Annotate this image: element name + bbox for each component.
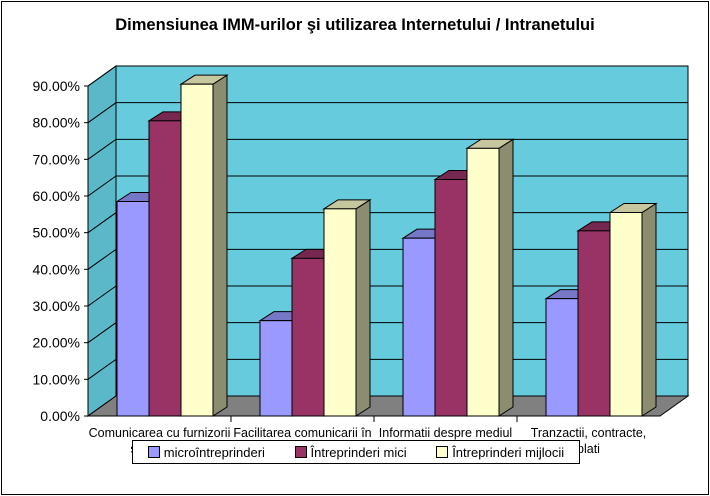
x-tick-label: Tranzactii, contracte, (531, 426, 647, 440)
y-tick-label: 80.00% (33, 115, 80, 131)
y-tick-label: 70.00% (33, 151, 80, 167)
chart-legend: microîntreprinderi Întreprinderi mici În… (132, 440, 580, 464)
legend-label-series-1: microîntreprinderi (163, 444, 265, 460)
bar (577, 230, 611, 417)
y-tick-label: 20.00% (33, 335, 80, 351)
bar (323, 208, 357, 417)
bar (180, 83, 214, 417)
y-tick-label: 0.00% (40, 408, 80, 424)
bar (259, 320, 293, 417)
bar (148, 120, 182, 417)
y-tick-label: 60.00% (33, 188, 80, 204)
bar-side (355, 198, 371, 417)
bar-side (498, 138, 514, 417)
legend-swatch-series-2 (294, 446, 307, 458)
bar (116, 201, 150, 417)
y-tick-label: 30.00% (33, 298, 80, 314)
x-tick-label: Comunicarea cu furnizorii (89, 426, 231, 440)
x-tick-label: Informatii despre mediul (379, 426, 512, 440)
bar (545, 298, 579, 417)
y-tick-label: 40.00% (33, 261, 80, 277)
legend-item-series-3: Întreprinderi mijlocii (436, 445, 564, 460)
legend-label-series-2: Întreprinderi mici (310, 444, 407, 460)
legend-swatch-series-1 (147, 446, 160, 458)
legend-item-series-2: Întreprinderi mici (294, 444, 407, 460)
x-tick-label: plati (577, 442, 600, 456)
bar (402, 237, 436, 417)
bar (609, 212, 643, 417)
y-tick-label: 50.00% (33, 225, 80, 241)
gridline (87, 65, 688, 87)
y-tick-label: 90.00% (33, 78, 80, 94)
bar-side (212, 74, 228, 417)
bar-side (641, 202, 657, 417)
bar (466, 147, 500, 417)
legend-swatch-series-3 (436, 446, 449, 458)
bar (434, 179, 468, 417)
legend-label-series-3: Întreprinderi mijlocii (452, 444, 565, 460)
x-tick-label: Facilitarea comunicarii în (233, 426, 371, 440)
gridline (87, 102, 688, 124)
y-tick-label: 10.00% (33, 371, 80, 387)
side-wall (87, 65, 117, 417)
bar (291, 257, 325, 417)
legend-item-series-1: microîntreprinderi (147, 444, 265, 460)
chart-title: Dimensiunea IMM-urilor şi utilizarea Int… (115, 16, 595, 34)
